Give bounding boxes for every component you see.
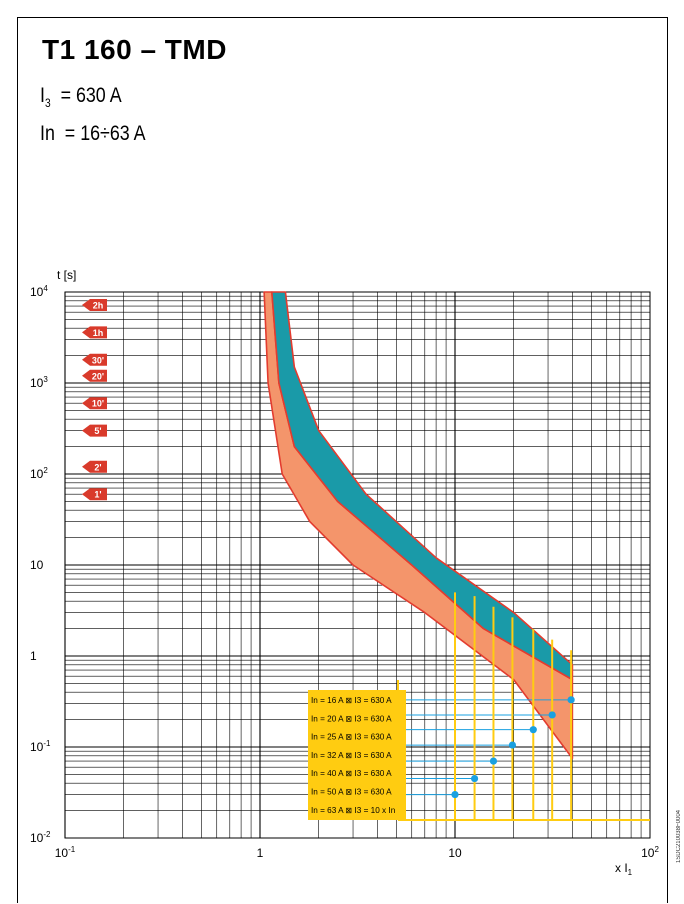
page-title: T1 160 – TMD <box>42 34 227 65</box>
setting-marker-dot <box>489 757 498 765</box>
setting-marker-dot <box>567 696 575 704</box>
time-marker-flag <box>82 460 107 473</box>
time-marker-label: 10' <box>92 399 104 409</box>
time-marker-flag <box>82 424 107 437</box>
y-axis-label: t [s] <box>57 268 76 282</box>
time-marker-flag <box>82 326 107 339</box>
setting-marker-dot <box>529 726 537 734</box>
y-tick-label: 104 <box>30 284 48 299</box>
time-marker-flag <box>82 298 107 311</box>
time-marker-flag <box>82 488 107 501</box>
y-tick-label: 10-2 <box>30 830 51 845</box>
settings-legend-box <box>308 690 406 820</box>
setting-marker-dot <box>451 790 459 799</box>
time-marker-label: 1h <box>93 328 104 338</box>
y-tick-label: 1 <box>30 649 37 663</box>
time-marker-label: 1' <box>94 490 101 500</box>
time-marker-label: 2' <box>94 462 101 472</box>
param-in: In = 16÷63 A <box>40 122 146 145</box>
x-tick-label: 10-1 <box>55 845 76 860</box>
x-axis-label: x I1 <box>615 861 633 877</box>
time-marker-flag <box>82 397 107 410</box>
time-marker-label: 5' <box>94 426 101 436</box>
x-tick-label: 1 <box>257 846 264 860</box>
settings-legend-label: In = 25 A ⊠ I3 = 630 A <box>311 733 392 742</box>
trip-band-2 <box>271 291 574 681</box>
time-markers: 2h 1h 30' 20' 10' 5' 2' 1' <box>82 298 107 501</box>
x-tick-label: 10 <box>448 846 462 860</box>
grid <box>64 291 651 839</box>
time-marker-flag <box>82 369 107 382</box>
setting-marker-dot <box>470 774 479 783</box>
plot-border <box>64 291 651 839</box>
settings-legend-label: In = 16 A ⊠ I3 = 630 A <box>311 696 392 705</box>
settings-legend: In = 16 A ⊠ I3 = 630 A In = 20 A ⊠ I3 = 6… <box>308 690 406 820</box>
setting-marker-dot <box>548 711 556 719</box>
time-marker-label: 2h <box>93 300 104 310</box>
magnetic-lines <box>397 592 650 821</box>
settings-legend-label: In = 50 A ⊠ I3 = 630 A <box>311 788 392 797</box>
y-tick-label: 103 <box>30 375 48 390</box>
settings-legend-label: In = 63 A ⊠ I3 = 10 x In <box>311 806 396 815</box>
y-tick-label: 10-1 <box>30 739 51 754</box>
time-marker-label: 30' <box>92 355 104 365</box>
y-tick-label: 102 <box>30 466 48 481</box>
x-tick-label: 102 <box>641 845 659 860</box>
settings-legend-label: In = 40 A ⊠ I3 = 630 A <box>311 769 392 778</box>
time-marker-flag <box>82 353 107 366</box>
settings-legend-label: In = 32 A ⊠ I3 = 630 A <box>311 751 392 760</box>
time-marker-label: 20' <box>92 371 104 381</box>
trip-band-1 <box>263 291 574 760</box>
setting-marker-dot <box>508 741 517 749</box>
page-frame <box>17 17 668 903</box>
y-tick-label: 10 <box>30 558 44 572</box>
settings-legend-label: In = 20 A ⊠ I3 = 630 A <box>311 714 392 723</box>
param-i3: I3 = 630 A <box>40 84 122 111</box>
